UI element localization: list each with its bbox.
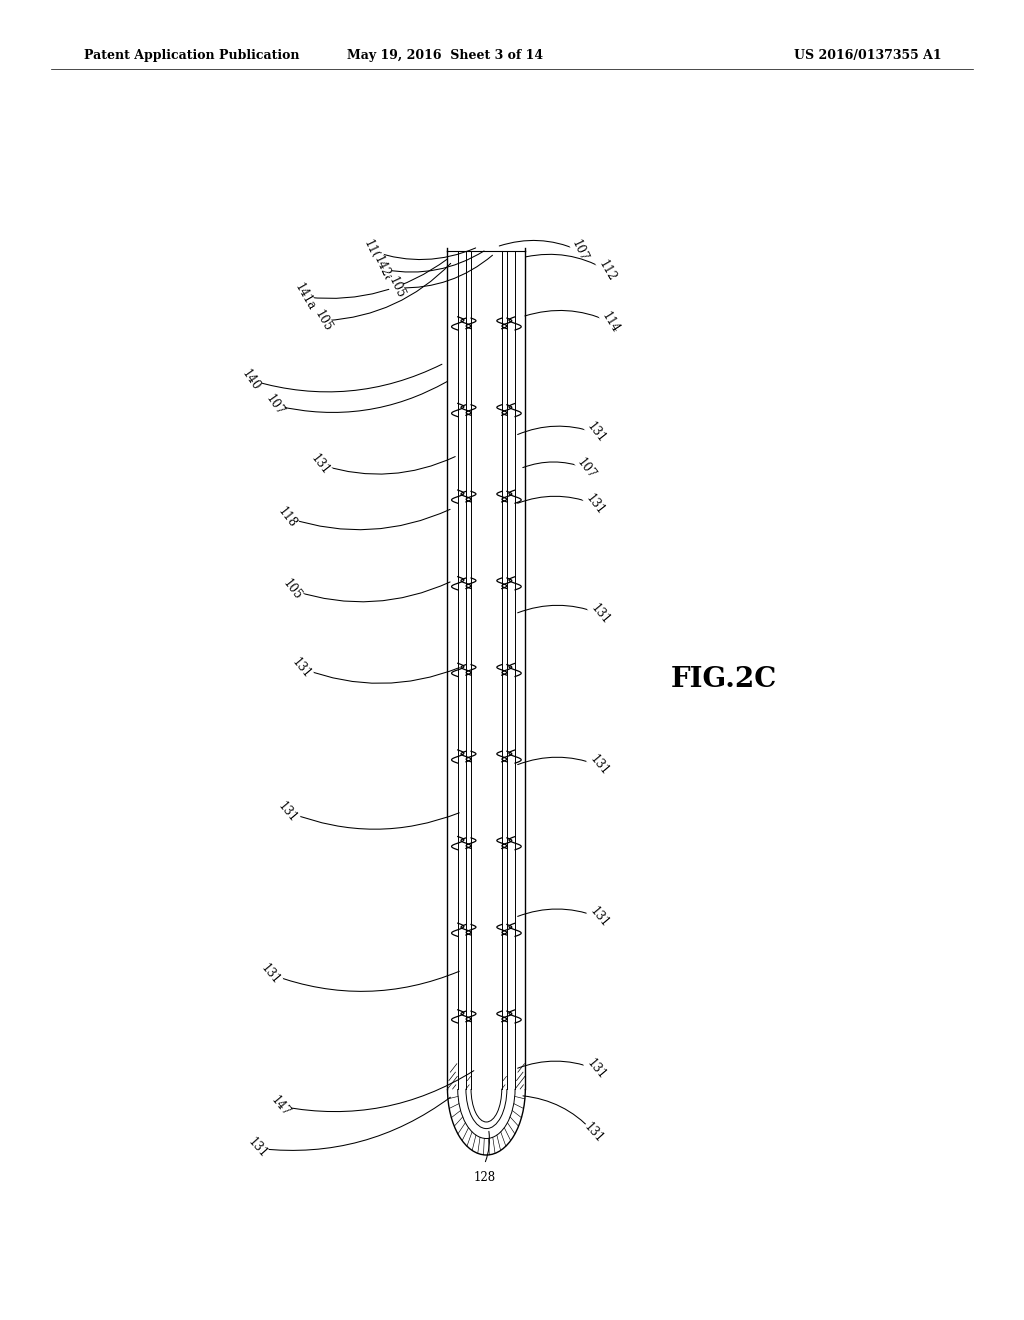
Text: 131: 131 bbox=[246, 1135, 270, 1162]
Text: 142a: 142a bbox=[371, 253, 395, 285]
Text: 107: 107 bbox=[263, 392, 286, 418]
Text: 131: 131 bbox=[289, 655, 313, 681]
Text: 147: 147 bbox=[268, 1093, 293, 1119]
Text: 118: 118 bbox=[274, 504, 299, 531]
Text: 105: 105 bbox=[280, 577, 304, 603]
Text: Patent Application Publication: Patent Application Publication bbox=[84, 49, 299, 62]
Text: 107: 107 bbox=[574, 455, 599, 482]
Text: 131: 131 bbox=[587, 904, 611, 931]
Text: 131: 131 bbox=[584, 420, 608, 446]
Text: 140: 140 bbox=[240, 367, 262, 393]
Text: 131: 131 bbox=[588, 601, 612, 627]
Text: 105: 105 bbox=[386, 275, 407, 301]
Text: US 2016/0137355 A1: US 2016/0137355 A1 bbox=[794, 49, 941, 62]
Text: 114: 114 bbox=[599, 309, 622, 335]
Text: 112: 112 bbox=[596, 257, 618, 284]
Text: 131: 131 bbox=[584, 1056, 608, 1082]
Text: 131: 131 bbox=[308, 451, 333, 478]
Text: FIG.2C: FIG.2C bbox=[671, 667, 777, 693]
Text: 131: 131 bbox=[258, 961, 283, 987]
Text: 131: 131 bbox=[583, 491, 607, 517]
Text: 107: 107 bbox=[569, 238, 590, 264]
Text: 131: 131 bbox=[275, 799, 300, 825]
Text: May 19, 2016  Sheet 3 of 14: May 19, 2016 Sheet 3 of 14 bbox=[347, 49, 544, 62]
Text: 131: 131 bbox=[587, 752, 611, 779]
Text: 110: 110 bbox=[361, 238, 382, 264]
Text: 128: 128 bbox=[473, 1171, 496, 1184]
Text: 131: 131 bbox=[582, 1119, 606, 1146]
Text: 105: 105 bbox=[312, 308, 335, 334]
Text: 141a: 141a bbox=[292, 281, 318, 313]
